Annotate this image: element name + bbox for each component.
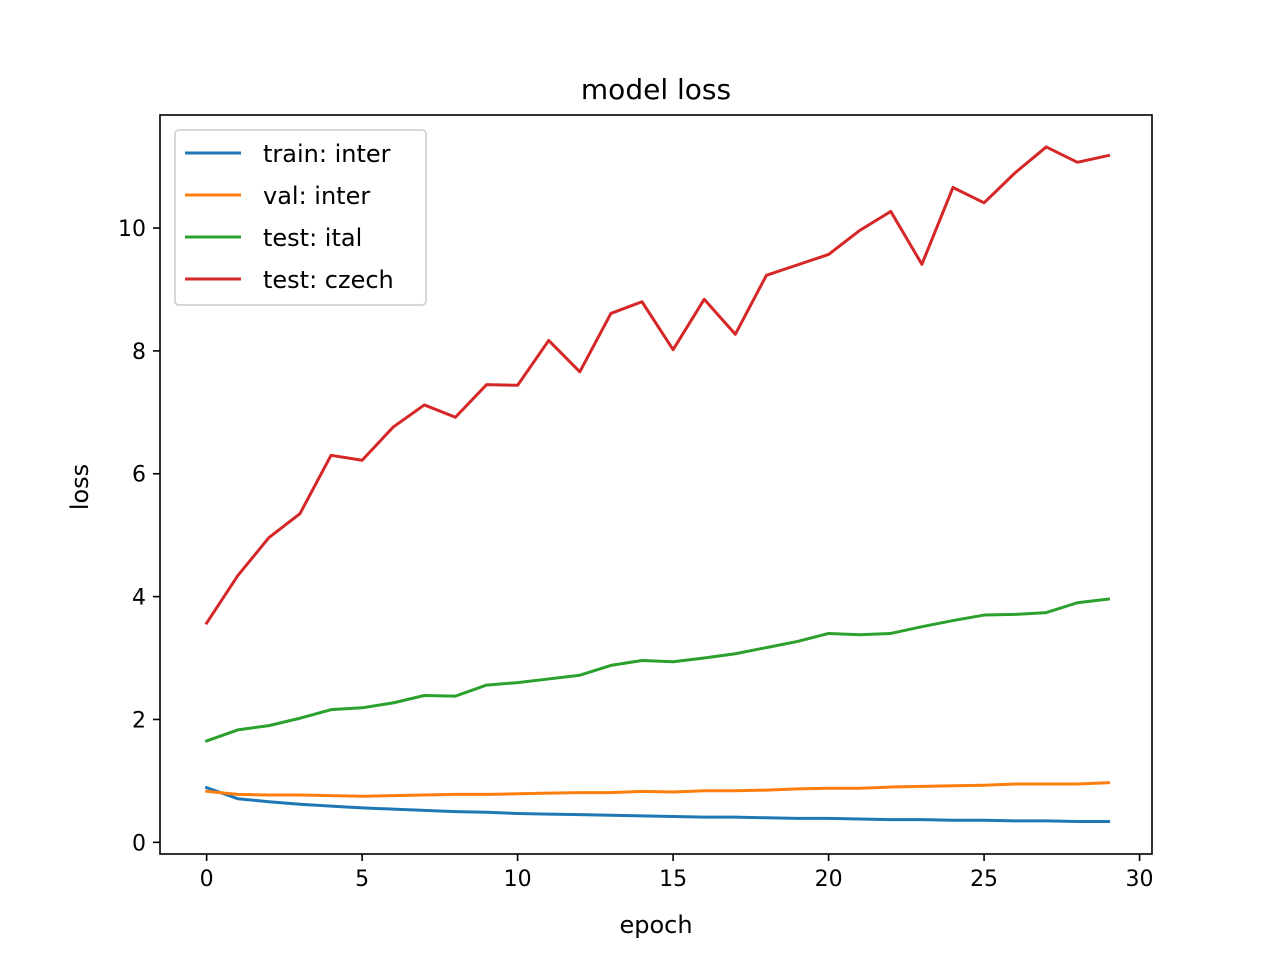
y-tick-label: 0 <box>132 831 146 856</box>
x-tick-label: 20 <box>815 867 843 892</box>
y-tick-label: 4 <box>132 586 146 611</box>
legend-label-0: train: inter <box>263 140 391 168</box>
y-tick-label: 10 <box>118 217 146 242</box>
series-line-2 <box>204 597 1111 743</box>
y-axis-label: loss <box>66 464 94 510</box>
plot-area-frame <box>159 114 1153 855</box>
x-tick-label: 10 <box>504 867 532 892</box>
y-tick-label: 2 <box>132 708 146 733</box>
x-tick-label: 25 <box>970 867 998 892</box>
y-tick-label: 6 <box>132 463 146 488</box>
legend-label-3: test: czech <box>263 266 394 294</box>
legend-frame <box>174 129 427 306</box>
legend-label-2: test: ital <box>263 224 362 252</box>
legend-label-1: val: inter <box>263 182 370 210</box>
x-axis-label: epoch <box>619 911 692 939</box>
series-line-1 <box>205 781 1111 798</box>
y-tick-label: 8 <box>132 340 146 365</box>
series-layer <box>204 145 1111 823</box>
series-line-0 <box>204 785 1110 823</box>
legend: train: inter val: inter test: ital test: cz… <box>174 129 427 306</box>
x-tick-label: 5 <box>355 867 369 892</box>
x-tick-label: 30 <box>1126 867 1154 892</box>
series-line-3 <box>204 145 1111 626</box>
x-tick-label: 0 <box>200 867 214 892</box>
x-tick-label: 15 <box>659 867 687 892</box>
chart-title: model loss <box>581 73 731 106</box>
ticks-layer: 0 5 10 15 20 25 30 0 2 4 6 8 10 <box>118 217 1154 892</box>
